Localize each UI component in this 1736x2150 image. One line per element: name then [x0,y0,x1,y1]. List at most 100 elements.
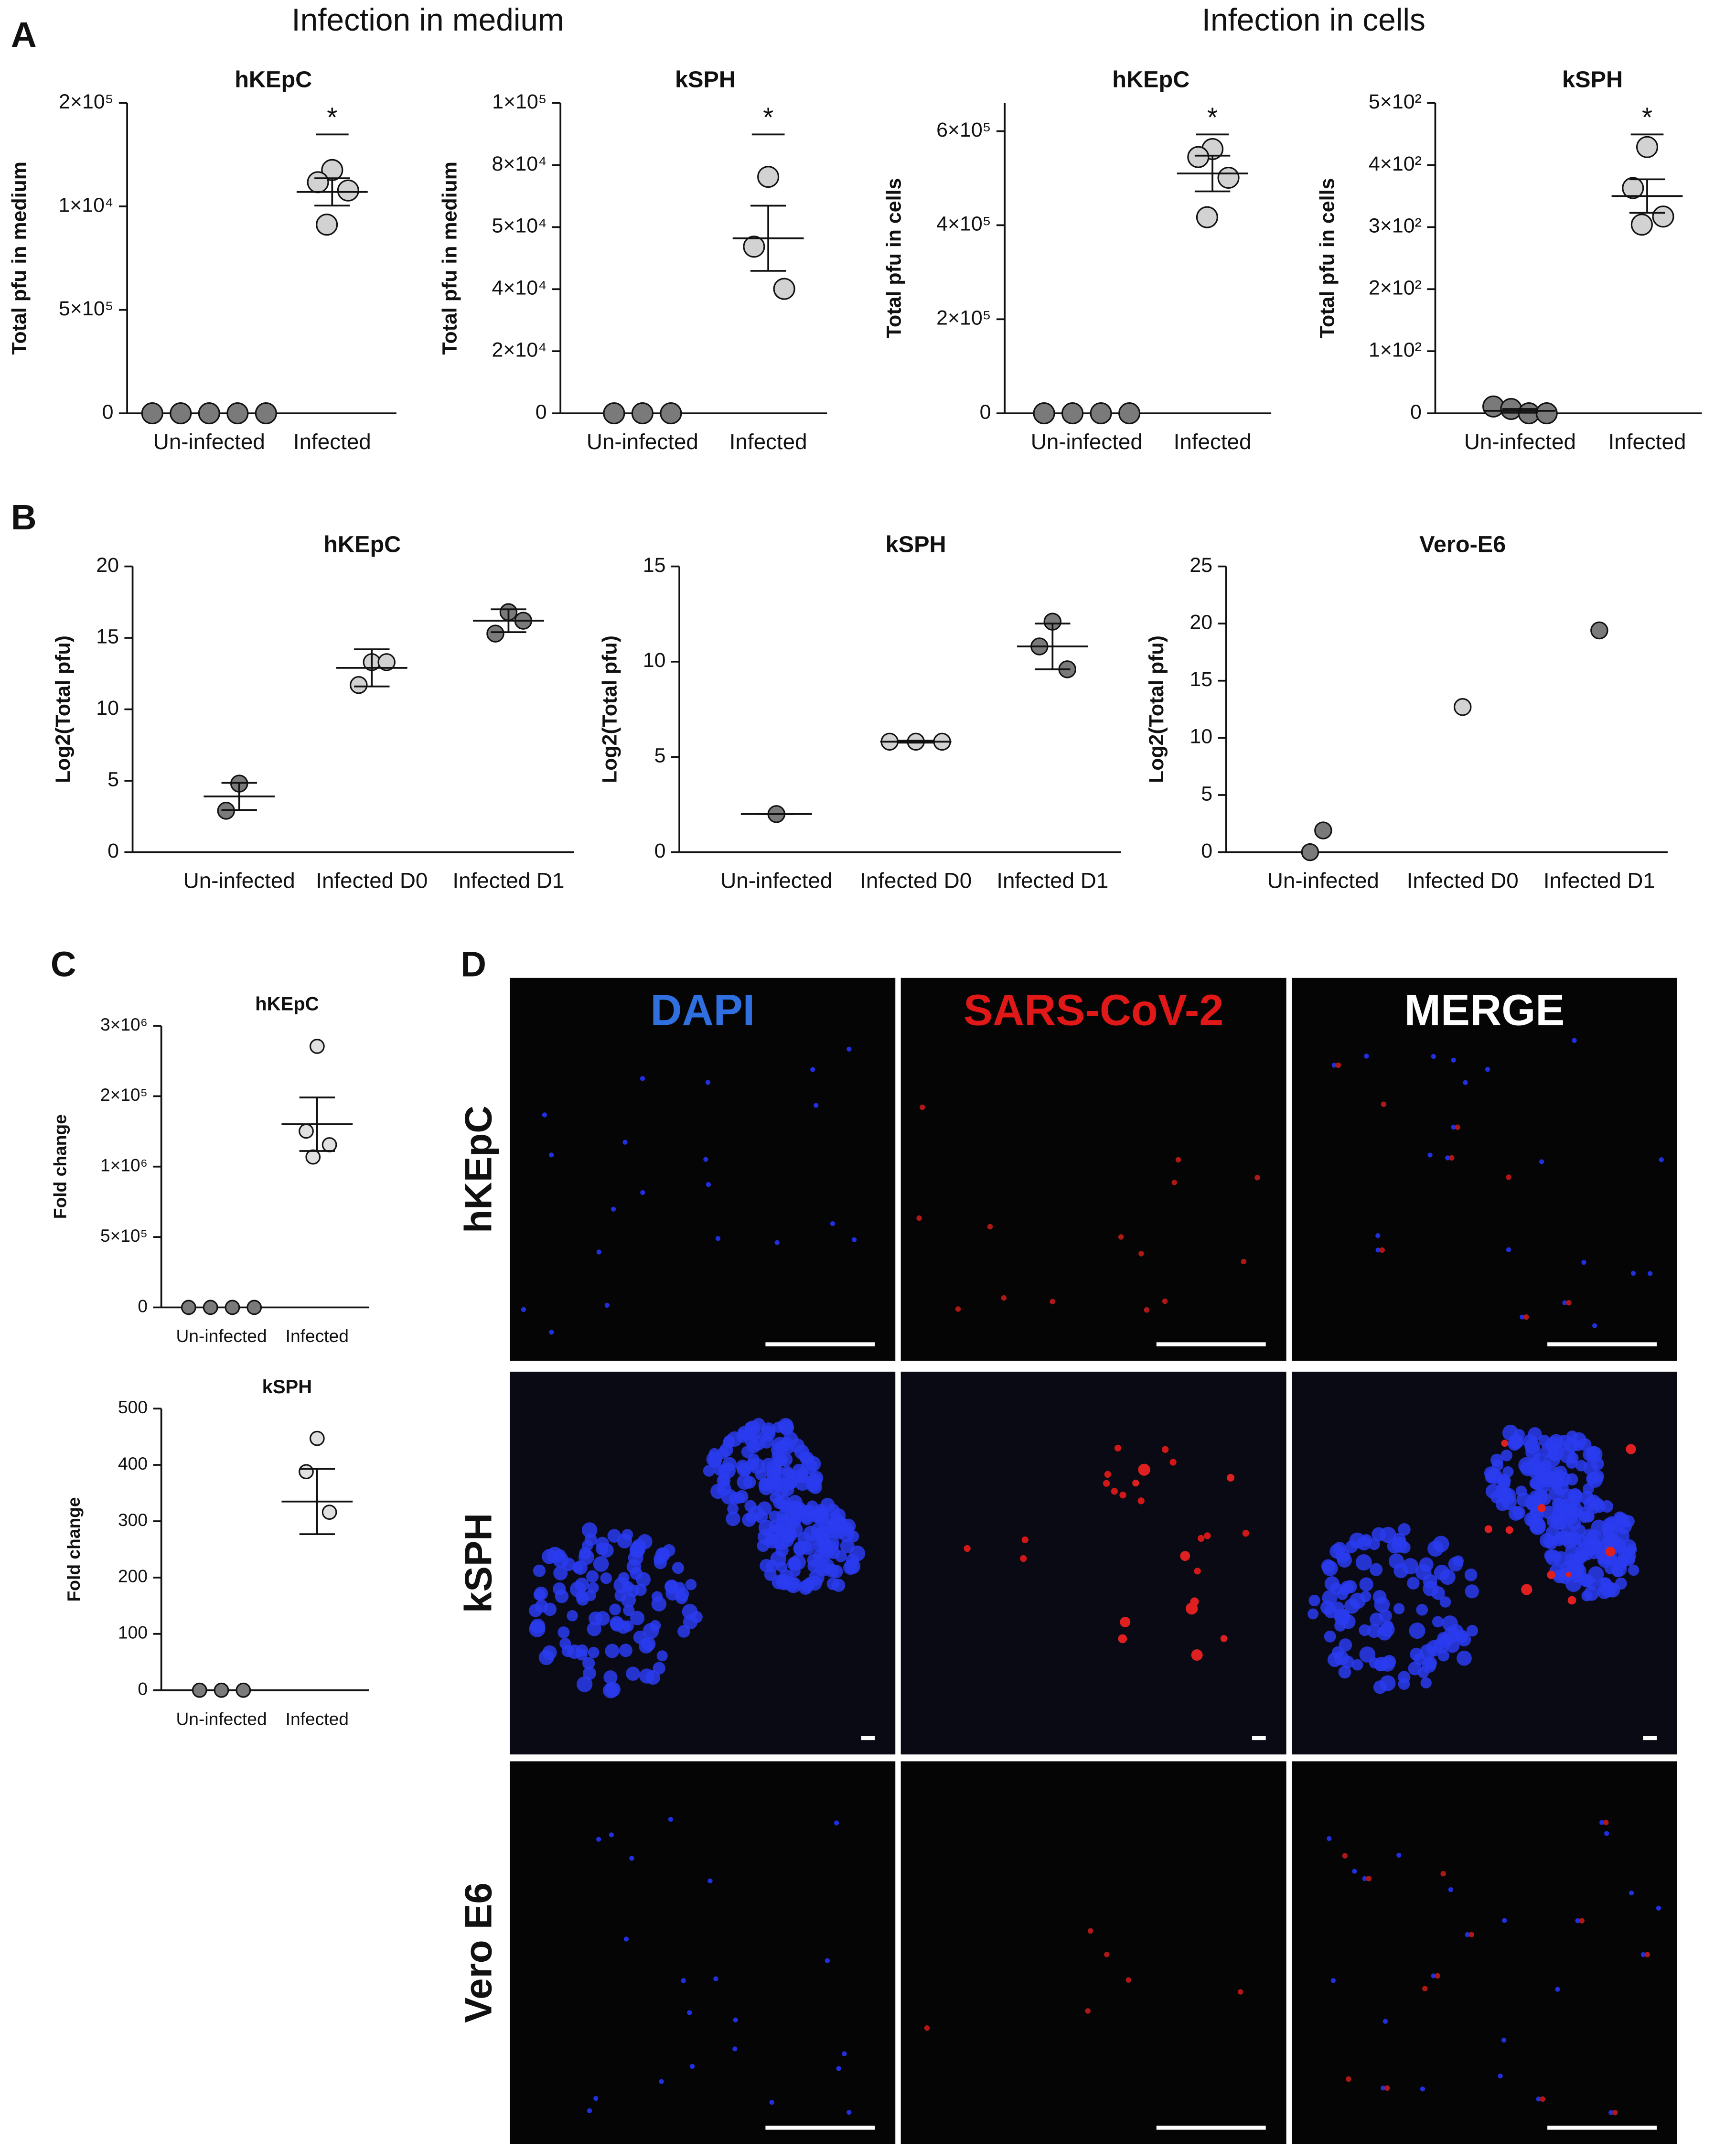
viral-signal [1138,1463,1150,1476]
nucleus [1640,1952,1646,1957]
nucleus [593,1556,609,1572]
data-point [1652,205,1674,228]
viral-signal [1104,1952,1110,1957]
y-tick-label: 5 [107,768,119,791]
nucleus [1601,1500,1613,1513]
data-point [773,278,795,300]
viral-signal [1335,1062,1341,1068]
nucleus [668,1817,673,1822]
nucleus [1393,1603,1405,1614]
nucleus [1575,1918,1580,1924]
nucleus [1628,1564,1640,1576]
y-tick-label: 10 [643,649,666,672]
nucleus [567,1644,582,1659]
data-point [299,1123,314,1139]
nucleus [703,1157,708,1162]
x-tick-label: Un-infected [720,869,832,893]
viral-signal [1194,1568,1201,1575]
y-tick-label: 1×10⁶ [100,1155,148,1175]
viral-signal [1220,1635,1228,1642]
nucleus [1622,1515,1635,1527]
nucleus [1360,1534,1372,1546]
nucleus [1466,1624,1478,1637]
viral-signal [1501,1440,1509,1447]
nucleus [1364,1054,1369,1059]
viral-signal [1342,1853,1348,1859]
nucleus [824,1536,840,1552]
nucleus [553,1582,566,1596]
nucleus [1370,1563,1383,1576]
data-point [203,1300,218,1315]
x-tick-label: Un-infected [176,1709,267,1729]
nucleus [1532,1452,1547,1467]
viral-signal [1020,1555,1027,1562]
viral-signal [1435,1973,1440,1979]
data-point [1217,166,1240,189]
chart-title: kSPH [262,1376,312,1398]
significance-mark: * [763,102,773,133]
nucleus [1339,1638,1352,1652]
nucleus [1621,1539,1637,1554]
nucleus [1448,1887,1453,1892]
nucleus [596,1837,601,1842]
nucleus [634,1583,647,1596]
nucleus [1374,1597,1390,1612]
nucleus [847,1046,852,1052]
nucleus [623,1604,635,1616]
nucleus [1539,1159,1544,1164]
nucleus [1396,1852,1402,1858]
data-point [299,1464,314,1480]
viral-signal [1547,1570,1555,1580]
y-tick-label: 4×10⁵ [936,213,991,236]
nucleus [567,1610,578,1622]
viral-signal [1204,1532,1211,1539]
viral-signal [1540,2096,1546,2102]
nucleus [1420,2086,1425,2092]
viral-signal [1346,2076,1351,2082]
nucleus [814,1103,819,1108]
nucleus [757,1539,770,1552]
y-tick-label: 0 [654,839,666,862]
viral-signal [1440,1870,1446,1877]
data-point [1535,402,1558,425]
y-axis-label: Fold change [64,1497,84,1602]
chart-title: hKEpC [323,531,401,557]
data-point [181,1300,196,1315]
viral-signal [1137,1497,1145,1505]
viral-signal [1118,1634,1127,1644]
nucleus [778,1418,794,1434]
data-point [1301,843,1319,861]
viral-signal [1111,1488,1118,1495]
row-label: kSPH [456,1513,499,1613]
nucleus [789,1501,800,1512]
nucleus [1431,1973,1436,1978]
viral-signal [920,1104,925,1110]
nucleus [773,1522,785,1534]
data-point [198,402,220,425]
nucleus [633,1630,647,1644]
x-tick-label: Un-infected [183,869,295,893]
nucleus [787,1557,802,1571]
nucleus [1464,1568,1478,1581]
nucleus [672,1562,684,1574]
nucleus [1427,1540,1444,1557]
nucleus [1382,2019,1388,2024]
nucleus [1571,1432,1587,1448]
nucleus [581,1522,598,1538]
microscopy-image [510,978,896,1361]
nucleus [1502,1918,1507,1923]
x-tick-label: Infected D0 [860,869,972,893]
nucleus [1440,1569,1456,1585]
nucleus [706,1182,711,1187]
nucleus [1427,1152,1433,1158]
nucleus [618,1572,630,1584]
data-point [1630,214,1653,236]
nucleus [1445,1155,1450,1161]
nucleus [622,1580,634,1593]
y-tick-label: 0 [107,839,119,862]
y-axis-label: Log2(Total pfu) [52,635,75,783]
nucleus [1322,1560,1338,1576]
nucleus [726,1511,740,1526]
nucleus [1344,1598,1360,1614]
nucleus [1451,1057,1456,1063]
